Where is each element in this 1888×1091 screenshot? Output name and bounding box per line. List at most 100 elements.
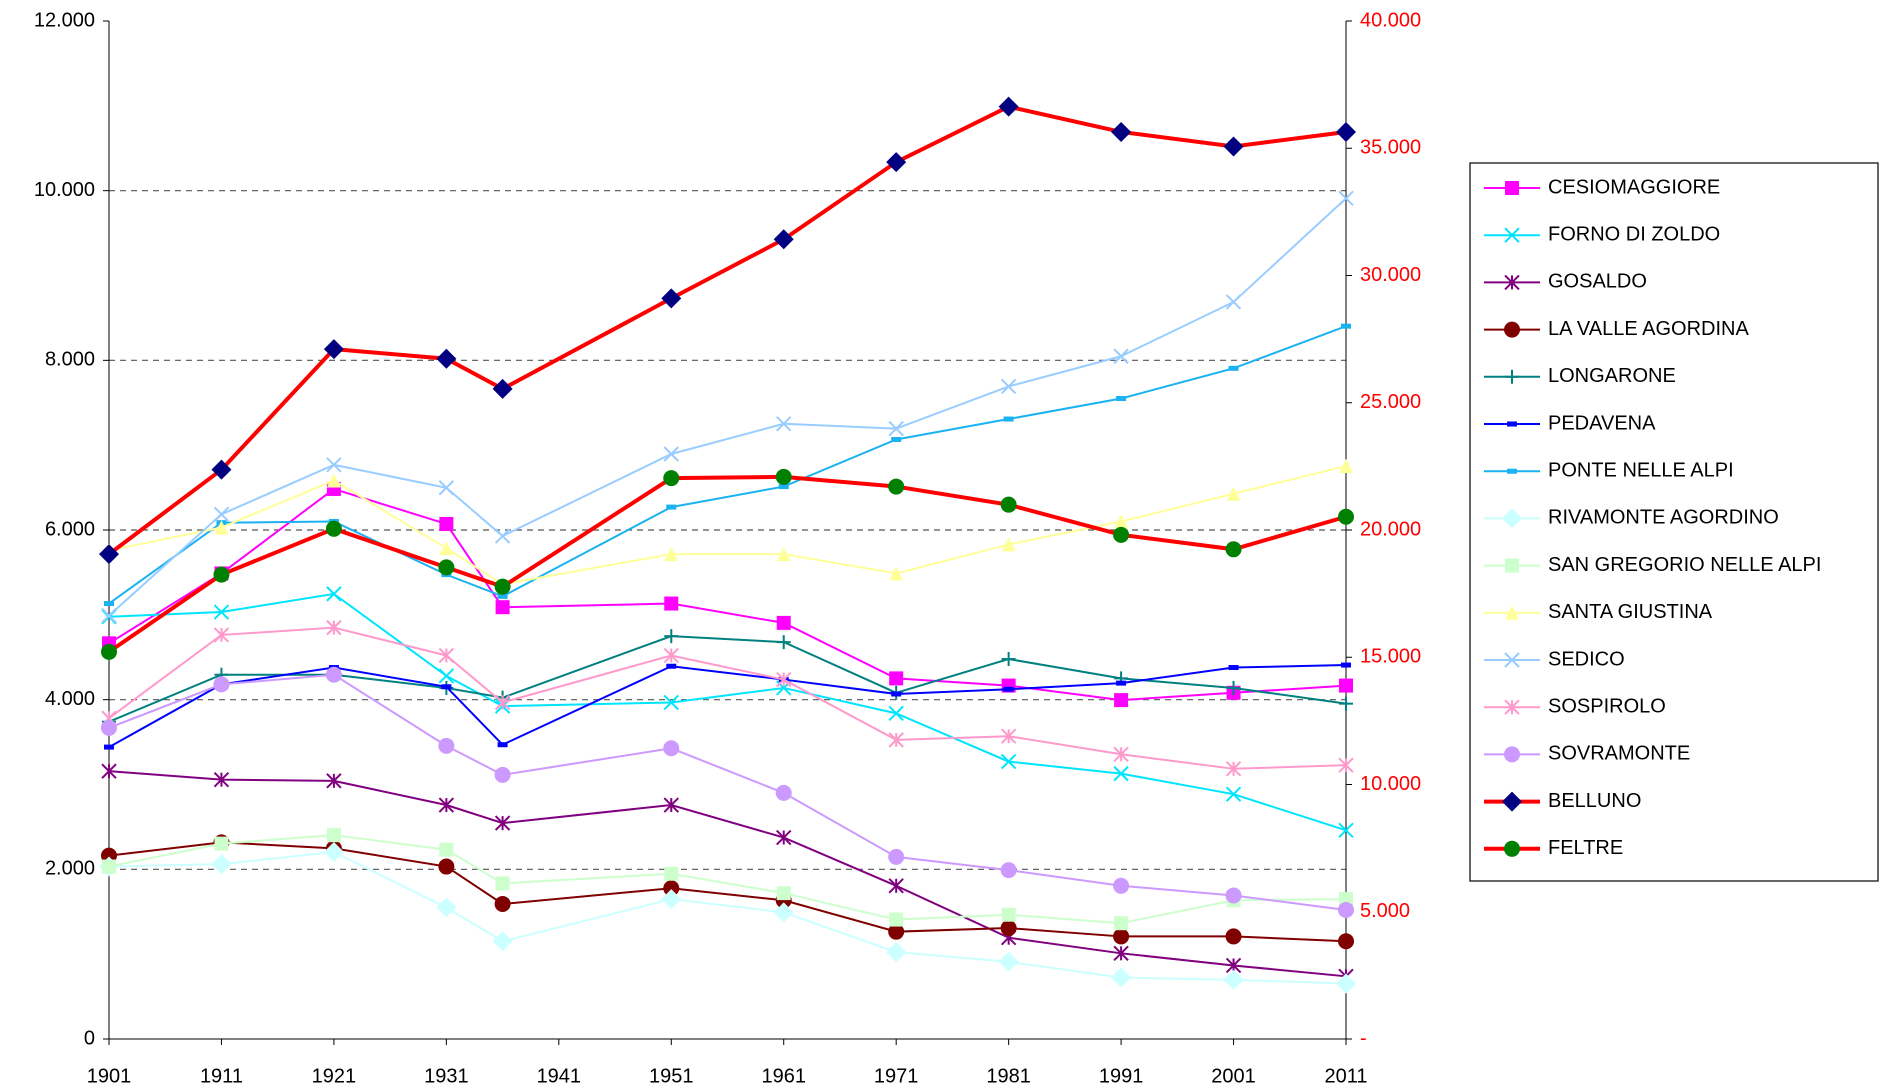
- marker-shape: [1114, 514, 1129, 529]
- marker: [775, 468, 792, 485]
- marker: [663, 797, 679, 813]
- marker: [1505, 558, 1519, 573]
- y-tick-label: 4.000: [45, 688, 95, 710]
- marker-shape: [1336, 973, 1356, 994]
- series-line: [108, 197, 1347, 617]
- marker-shape: [773, 902, 794, 923]
- marker-shape: [1000, 496, 1017, 513]
- marker-shape: [439, 516, 454, 531]
- y-tick-label: 12.000: [34, 9, 95, 31]
- marker-shape: [104, 744, 114, 750]
- marker: [101, 719, 117, 736]
- marker: [102, 859, 116, 874]
- marker-shape: [663, 740, 680, 757]
- x-tick-label: 1931: [424, 1065, 469, 1087]
- marker: [213, 627, 230, 643]
- x-tick-label: 1991: [1099, 1065, 1144, 1087]
- marker-shape: [438, 858, 455, 875]
- marker: [886, 942, 907, 963]
- marker-shape: [99, 544, 119, 565]
- marker: [1339, 696, 1353, 711]
- marker: [214, 836, 229, 851]
- y2-tick-label: 15.000: [1360, 646, 1421, 668]
- marker-shape: [1003, 686, 1014, 692]
- marker-shape: [776, 547, 791, 562]
- marker-stroke: [1504, 227, 1520, 243]
- marker: [888, 732, 904, 748]
- legend-item: FORNO DI ZOLDO: [1484, 223, 1720, 245]
- marker: [1504, 746, 1520, 763]
- series-line: [108, 626, 1347, 770]
- marker: [661, 288, 682, 309]
- y-tick-label: 8.000: [45, 349, 95, 371]
- marker-shape: [1113, 928, 1130, 945]
- marker: [1000, 920, 1017, 937]
- marker-shape: [495, 600, 510, 615]
- marker: [886, 152, 907, 173]
- marker: [1225, 887, 1242, 904]
- marker-stroke: [1000, 753, 1017, 770]
- marker: [776, 671, 792, 688]
- marker: [494, 528, 511, 544]
- series-line: [108, 465, 1347, 586]
- marker: [325, 666, 342, 683]
- marker: [1336, 973, 1356, 994]
- marker-shape: [663, 880, 680, 897]
- marker: [888, 420, 904, 437]
- marker-shape: [1001, 907, 1016, 922]
- marker: [213, 771, 230, 788]
- marker: [323, 842, 344, 863]
- legend-label: SAN GREGORIO NELLE ALPI: [1548, 554, 1821, 576]
- marker: [1336, 121, 1356, 142]
- series-line: [108, 487, 1347, 702]
- marker: [1113, 877, 1130, 894]
- marker: [1113, 348, 1129, 364]
- legend-item: PONTE NELLE ALPI: [1484, 459, 1734, 481]
- marker-shape: [1114, 916, 1129, 931]
- marker-shape: [439, 541, 454, 556]
- marker-shape: [1114, 693, 1129, 708]
- series-line: [107, 474, 1347, 654]
- x-tick-label: 1901: [87, 1065, 132, 1087]
- marker-shape: [497, 593, 508, 599]
- marker: [889, 566, 904, 581]
- marker-shape: [1505, 558, 1519, 573]
- series-line: [108, 770, 1347, 978]
- legend-item: PEDAVENA: [1484, 412, 1656, 434]
- marker: [211, 459, 232, 480]
- legend-item: RIVAMONTE AGORDINO: [1484, 507, 1779, 529]
- marker: [773, 902, 794, 923]
- y-tick-label: 0: [84, 1027, 95, 1049]
- legend-label: LA VALLE AGORDINA: [1548, 318, 1749, 340]
- y2-tick-label: 25.000: [1360, 391, 1421, 413]
- marker: [663, 446, 679, 462]
- marker: [1226, 486, 1241, 501]
- marker: [99, 544, 119, 565]
- marker: [438, 668, 455, 684]
- marker-stroke: [663, 694, 679, 711]
- marker: [1507, 468, 1517, 474]
- marker: [888, 705, 904, 722]
- marker-shape: [495, 876, 510, 891]
- marker: [213, 506, 230, 523]
- marker-shape: [889, 566, 904, 581]
- legend-item: GOSALDO: [1484, 271, 1647, 293]
- marker-shape: [1113, 526, 1130, 543]
- marker: [888, 923, 905, 940]
- y-tick-label: 6.000: [45, 518, 95, 540]
- marker: [1502, 508, 1522, 529]
- marker: [1003, 416, 1014, 422]
- marker-shape: [1339, 678, 1353, 693]
- marker: [104, 744, 114, 750]
- marker: [495, 876, 510, 891]
- marker-shape: [439, 842, 454, 857]
- marker-stroke: [494, 528, 511, 544]
- marker-shape: [1505, 181, 1519, 195]
- marker-shape: [1225, 887, 1242, 904]
- legend-label: BELLUNO: [1548, 790, 1641, 812]
- y2-tick-label: 35.000: [1360, 137, 1421, 159]
- marker: [494, 895, 511, 912]
- x-tick-label: 1941: [537, 1065, 582, 1087]
- marker: [1338, 190, 1354, 207]
- y2-tick-label: 20.000: [1360, 518, 1421, 540]
